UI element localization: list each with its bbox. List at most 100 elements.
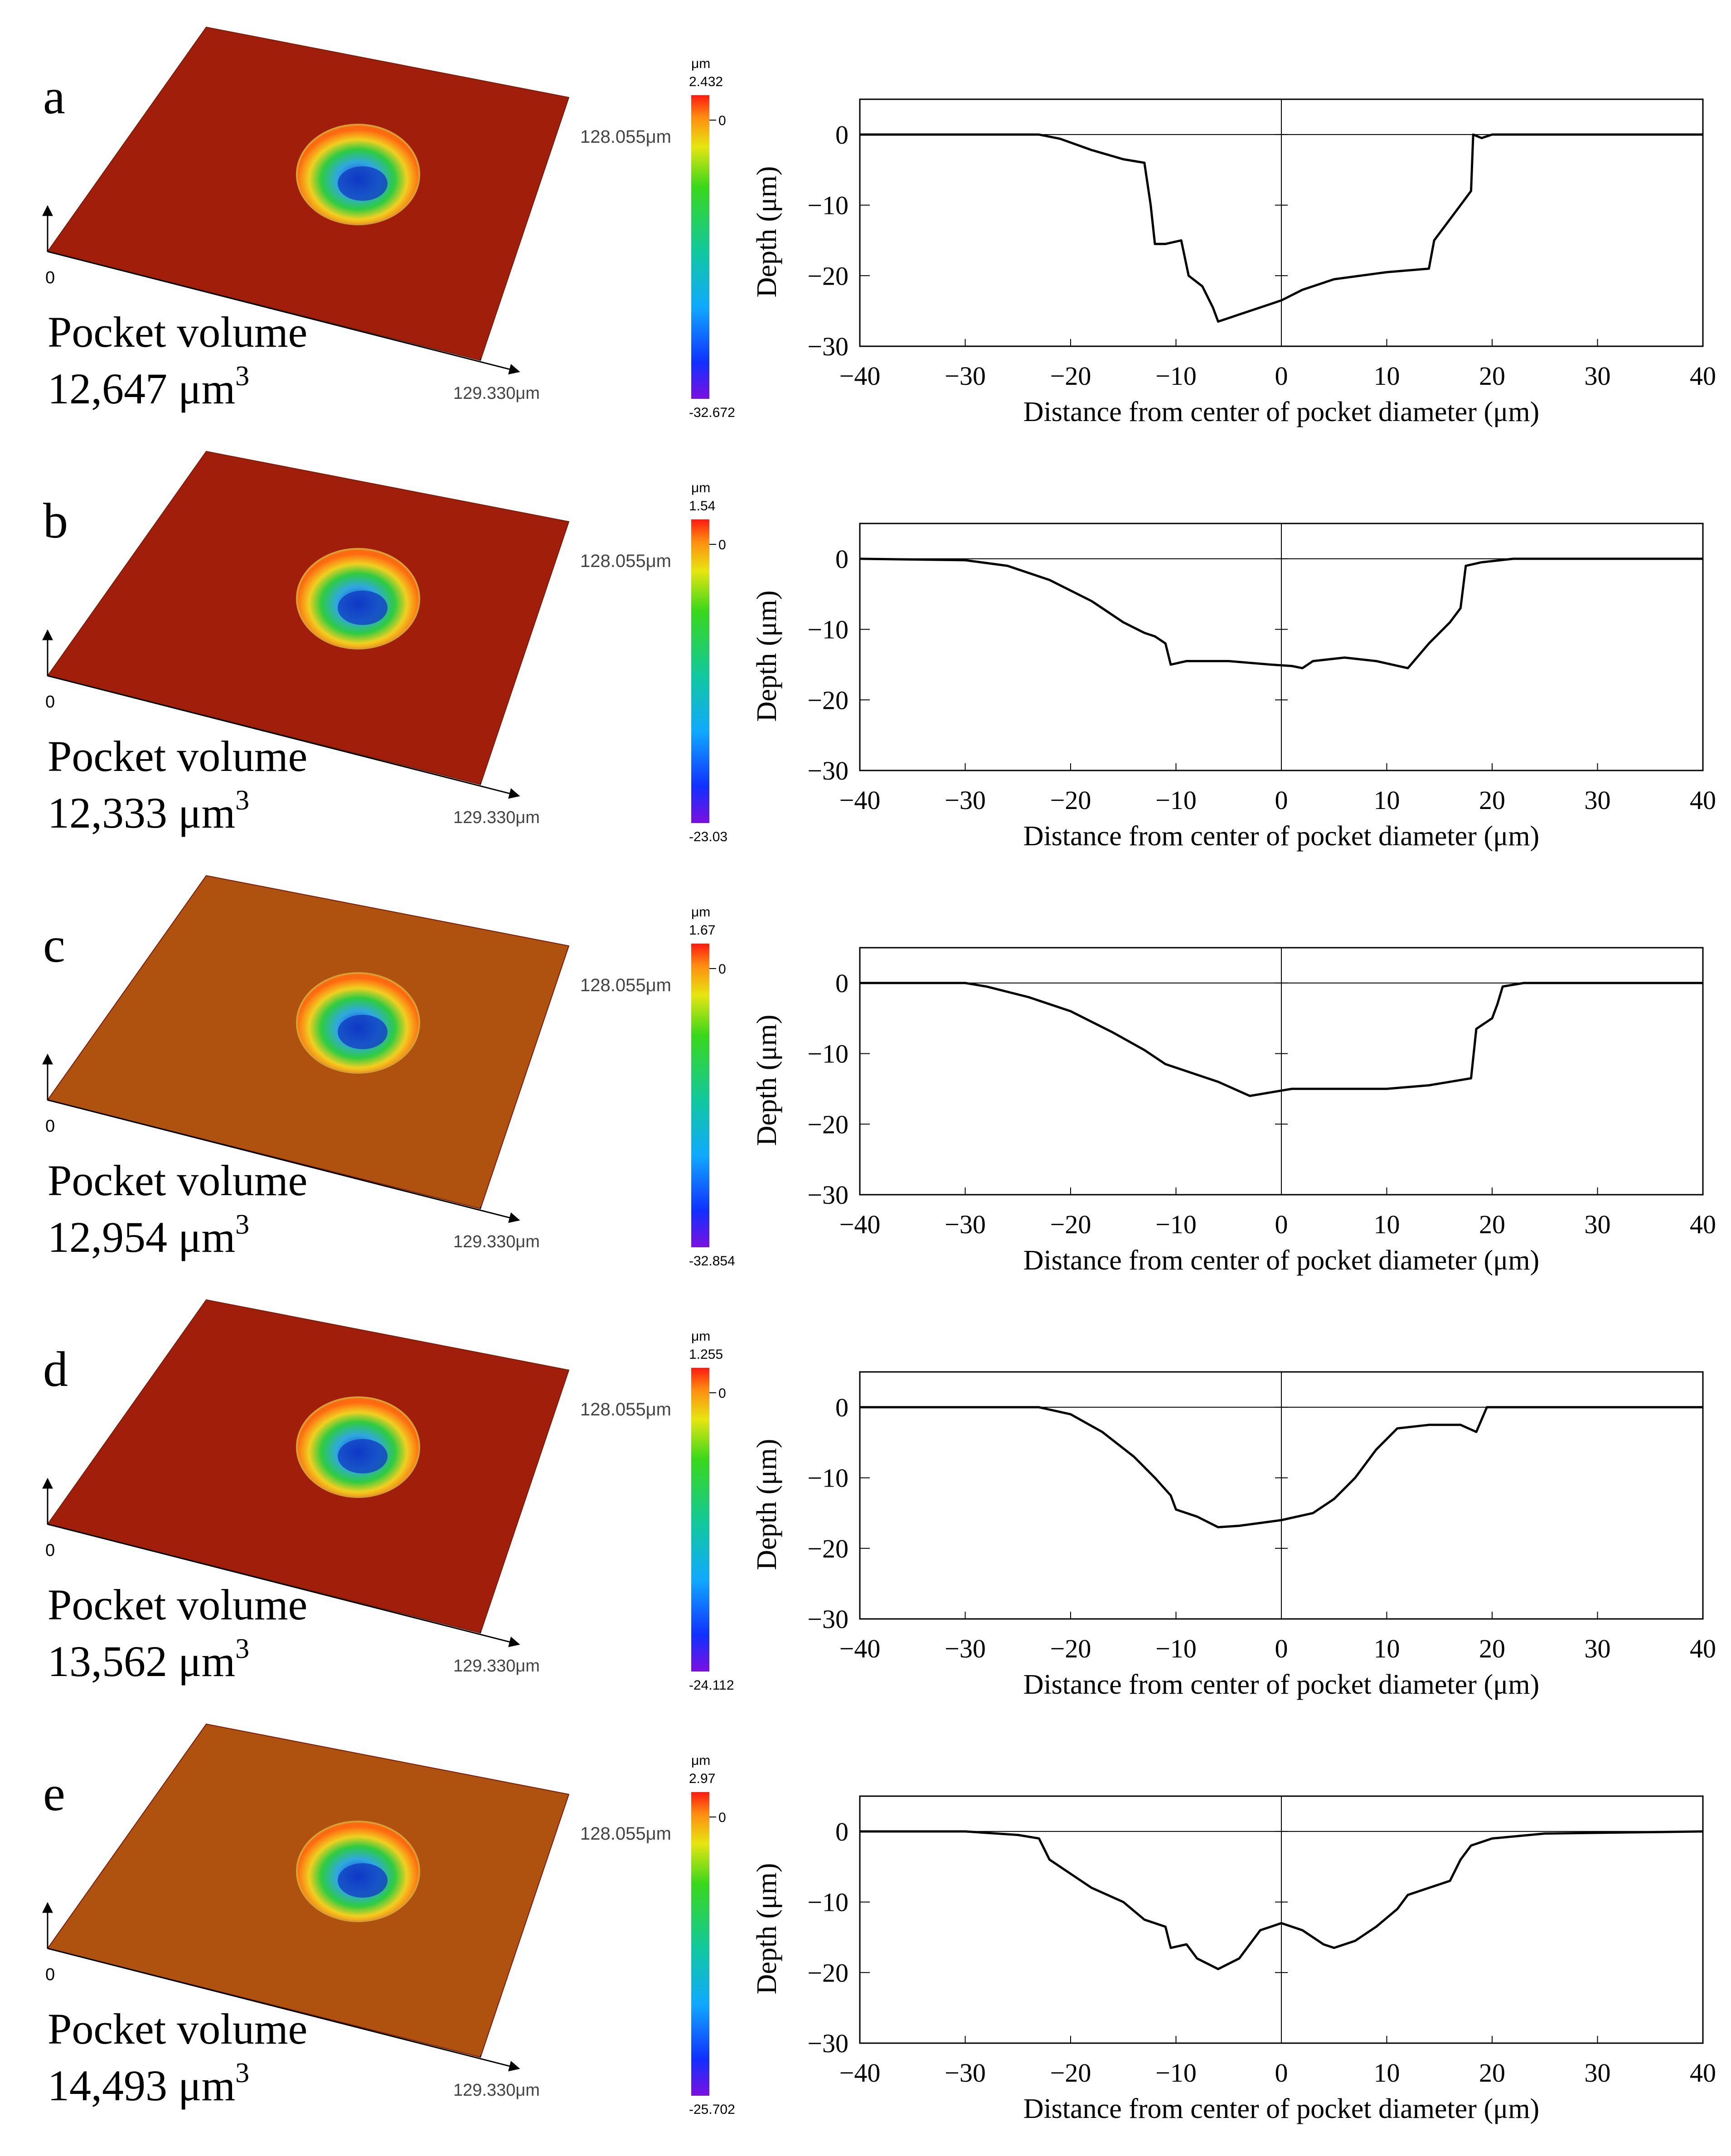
y-tick-label: −30 <box>807 756 849 785</box>
pocket-pit-bottom <box>338 1439 388 1473</box>
colorbar-max: 1.67 <box>689 923 715 938</box>
y-tick-label: 0 <box>835 1393 849 1422</box>
x-tick-label: 20 <box>1479 1634 1505 1663</box>
colorbar-min: -32.672 <box>689 405 735 420</box>
colorbar-zero: 0 <box>718 962 726 977</box>
y-tick-label: −10 <box>807 1039 849 1069</box>
y-tick-label: −20 <box>807 1958 849 1987</box>
y-tick-label: −30 <box>807 2029 849 2058</box>
surface-origin-label: 0 <box>45 1965 55 1984</box>
x-tick-label: −30 <box>945 785 986 815</box>
pocket-volume-label: Pocket volume <box>48 2005 307 2053</box>
panel-letter: a <box>43 69 65 124</box>
y-tick-label: 0 <box>835 544 849 574</box>
panel-letter: c <box>43 917 65 973</box>
depth-profile-chart: 0−10−20−30−40 −30 −20 −10 0 10 20 30 40Distance … <box>752 1795 1716 2124</box>
surface-y-label: 128.055μm <box>580 975 671 995</box>
pocket-pit-bottom <box>338 166 388 201</box>
colorbar-max: 1.255 <box>689 1347 723 1362</box>
y-tick-label: −10 <box>807 1888 849 1917</box>
depth-profile-chart: 0−10−20−30−40 −30 −20 −10 0 10 20 30 40Distance … <box>752 947 1716 1276</box>
y-tick-label: −20 <box>807 685 849 715</box>
depth-profile-line <box>860 1830 1703 1970</box>
x-tick-label: 10 <box>1374 785 1400 815</box>
surface-y-label: 128.055μm <box>580 1400 671 1420</box>
surface-y-label: 128.055μm <box>580 1824 671 1844</box>
panel-a: a 0 129.330μm 128.055μm Pocket volume 12,647 … <box>42 26 1716 427</box>
pocket-volume-label: Pocket volume <box>48 732 307 780</box>
x-tick-label: 40 <box>1690 361 1716 391</box>
x-tick-label: 10 <box>1374 361 1400 391</box>
x-tick-label: −10 <box>1155 2058 1197 2088</box>
panel-c: c 0 129.330μm 128.055μm Pocket volume12,954 … <box>42 875 1716 1276</box>
x-tick-label: −40 <box>839 2058 881 2088</box>
x-tick-label: 40 <box>1690 785 1716 815</box>
pocket-volume-value: 12,333 μm3 <box>48 785 249 837</box>
surface-origin-label: 0 <box>45 1117 55 1136</box>
surface-origin-label: 0 <box>45 268 55 287</box>
y-tick-label: −30 <box>807 1180 849 1210</box>
colorbar-min: -24.112 <box>689 1678 734 1693</box>
depth-profile-chart: 0−10−20−30−40 −30 −20 −10 0 10 20 30 40Distance … <box>752 1371 1716 1700</box>
y-tick-label: 0 <box>835 120 849 150</box>
colorbar-gradient <box>691 944 709 1247</box>
x-tick-label: 0 <box>1275 1210 1288 1239</box>
x-tick-label: 30 <box>1585 2058 1611 2088</box>
panel-letter: e <box>43 1766 65 1821</box>
colorbar-zero: 0 <box>718 1386 726 1401</box>
y-tick-label: 0 <box>835 969 849 998</box>
colorbar-gradient <box>691 519 709 823</box>
y-axis-label: Depth (μm) <box>752 1439 782 1570</box>
x-tick-label: 10 <box>1374 1210 1400 1239</box>
x-tick-label: 10 <box>1374 1634 1400 1663</box>
surface-3d-plot: 0 129.330μm 128.055μm <box>42 875 671 1251</box>
x-tick-label: 30 <box>1585 1634 1611 1663</box>
y-tick-label: −30 <box>807 332 849 361</box>
surface-x-axis <box>47 1948 520 2072</box>
x-axis-label: Distance from center of pocket diameter … <box>1023 397 1539 427</box>
colorbar-zero: 0 <box>718 113 726 128</box>
y-axis-label: Depth (μm) <box>752 166 782 298</box>
x-tick-label: −30 <box>945 1210 986 1239</box>
x-tick-label: 40 <box>1690 1634 1716 1663</box>
colorbar-gradient <box>691 1368 709 1672</box>
y-tick-label: −20 <box>807 261 849 291</box>
colorbar-unit: μm <box>691 1753 710 1768</box>
x-tick-label: −30 <box>945 1634 986 1663</box>
surface-y-label: 128.055μm <box>580 551 671 571</box>
x-tick-label: −40 <box>839 1634 881 1663</box>
pocket-volume-value: 12,647 μm3 <box>48 361 249 413</box>
colorbar-max: 1.54 <box>689 499 715 514</box>
panel-d: d 0 129.330μm 128.055μm Pocket volume13,562 … <box>42 1299 1716 1700</box>
x-tick-label: 40 <box>1690 2058 1716 2088</box>
colorbar-unit: μm <box>691 56 710 71</box>
surface-x-axis <box>47 251 520 375</box>
colorbar-min: -32.854 <box>689 1254 735 1269</box>
depth-profile-line <box>859 557 1703 669</box>
surface-y-label: 128.055μm <box>580 127 671 147</box>
depth-profile-line <box>860 982 1703 1097</box>
colorbar-gradient <box>691 95 709 399</box>
y-tick-label: 0 <box>835 1817 849 1846</box>
y-tick-label: −10 <box>807 1463 849 1493</box>
surface-x-axis <box>47 1099 520 1223</box>
y-tick-label: −30 <box>807 1604 849 1634</box>
colorbar: μm 1.255 0 -24.112 <box>689 1329 734 1693</box>
x-tick-label: −40 <box>839 785 881 815</box>
colorbar-zero: 0 <box>718 538 726 552</box>
pocket-volume-value: 12,954 μm3 <box>48 1209 249 1261</box>
pocket-volume-value: 13,562 μm3 <box>48 1633 249 1686</box>
x-axis-label: Distance from center of pocket diameter … <box>1023 1669 1539 1700</box>
x-tick-label: 0 <box>1275 785 1288 815</box>
x-tick-label: 10 <box>1374 2058 1400 2088</box>
x-tick-label: 40 <box>1690 1210 1716 1239</box>
y-tick-label: −20 <box>807 1534 849 1563</box>
y-axis-label: Depth (μm) <box>752 591 782 722</box>
surface-x-label: 129.330μm <box>453 1232 540 1251</box>
x-tick-label: 30 <box>1585 785 1611 815</box>
colorbar-unit: μm <box>691 905 710 920</box>
x-tick-label: −20 <box>1050 785 1091 815</box>
colorbar-max: 2.97 <box>689 1771 715 1786</box>
depth-profile-line <box>860 133 1703 323</box>
